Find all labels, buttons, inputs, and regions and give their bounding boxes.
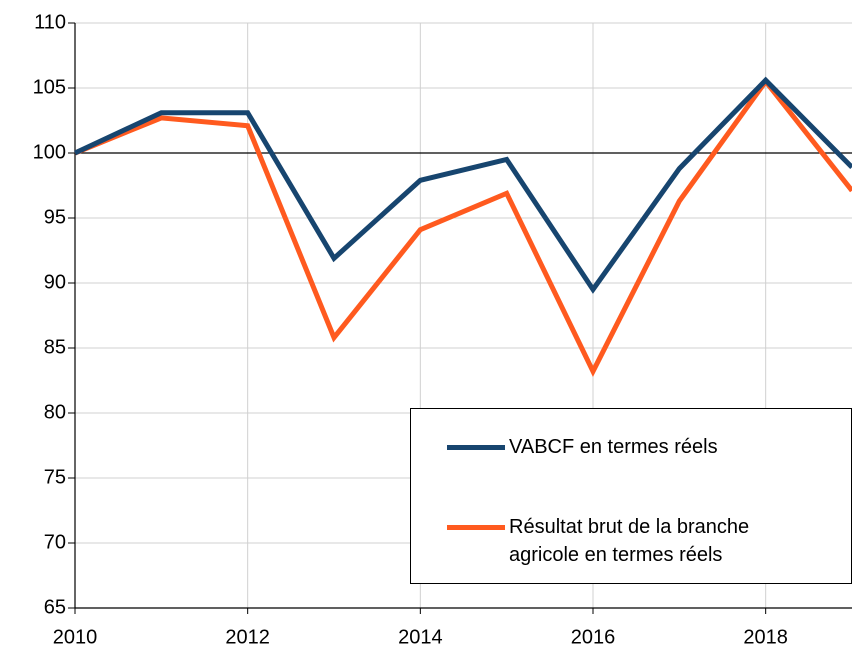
legend: VABCF en termes réels Résultat brut de la… [410,408,852,584]
x-tick-label: 2018 [743,626,788,648]
legend-swatch [447,525,505,530]
series-line [73,76,852,294]
series-line [74,77,852,378]
y-tick-label: 85 [44,336,66,358]
y-tick-label: 100 [33,141,66,163]
x-tick-label: 2010 [53,626,98,648]
legend-label: Résultat brut de la branche agricole en … [509,516,750,566]
y-tick-label: 65 [44,596,66,618]
legend-label: VABCF en termes réels [509,436,718,458]
x-tick-label: 2012 [225,626,270,648]
legend-swatch [447,445,505,450]
legend-entry: VABCF en termes réels [447,433,809,461]
y-tick-label: 80 [44,401,66,423]
x-tick-label: 2014 [398,626,443,648]
y-tick-label: 75 [44,466,66,488]
legend-entry: Résultat brut de la branche agricole en … [447,513,809,569]
y-tick-label: 95 [44,206,66,228]
y-tick-label: 110 [34,11,66,33]
y-tick-label: 90 [44,271,66,293]
y-tick-label: 70 [44,531,66,553]
y-tick-label: 105 [33,76,66,98]
x-tick-label: 2016 [571,626,616,648]
